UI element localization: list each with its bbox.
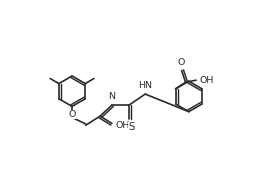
Text: HN: HN	[138, 81, 152, 90]
Text: S: S	[128, 122, 134, 132]
Text: OH: OH	[115, 121, 129, 130]
Text: OH: OH	[200, 76, 214, 85]
Text: N: N	[109, 92, 115, 101]
Text: O: O	[68, 110, 76, 119]
Text: O: O	[177, 58, 185, 67]
